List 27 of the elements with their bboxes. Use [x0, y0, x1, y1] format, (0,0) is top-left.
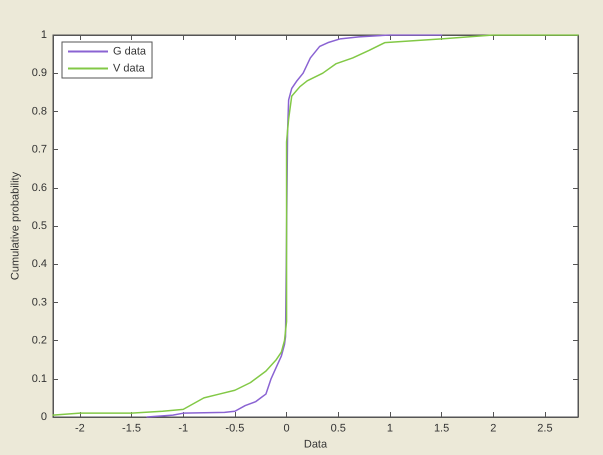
y-tick-label: 0	[40, 411, 47, 423]
y-tick-label: 0.3	[32, 296, 47, 308]
y-tick-label: 0.9	[32, 67, 47, 80]
x-tick-label: 1.5	[434, 422, 450, 434]
x-tick-label: -2	[74, 422, 85, 434]
x-tick-label: 2.5	[537, 422, 553, 434]
line-series	[146, 34, 442, 418]
y-tick-label: 0.4	[32, 258, 47, 270]
x-tick-label: 0.5	[330, 422, 346, 434]
y-tick-label: 1	[40, 29, 47, 41]
legend-label: G data	[113, 46, 147, 58]
line-series	[52, 34, 579, 416]
y-tick-label: 0.1	[32, 372, 47, 385]
x-axis-title: Data	[304, 438, 328, 450]
y-axis-title: Cumulative probability	[9, 171, 22, 280]
x-tick-label: 1	[386, 422, 393, 434]
x-tick-label: -1.5	[122, 422, 142, 434]
y-tick-label: 0.8	[32, 105, 47, 118]
y-tick-label: 0.7	[32, 144, 47, 156]
y-tick-label: 0.2	[32, 334, 47, 347]
y-tick-label: 0.6	[32, 182, 47, 194]
y-tick-label: 0.5	[32, 220, 47, 232]
x-tick-label: -0.5	[225, 422, 244, 434]
x-tick-label: 0	[284, 422, 290, 434]
x-tick-label: -1	[178, 422, 188, 434]
x-tick-label: 2	[490, 422, 496, 434]
legend-label: V data	[113, 62, 146, 74]
